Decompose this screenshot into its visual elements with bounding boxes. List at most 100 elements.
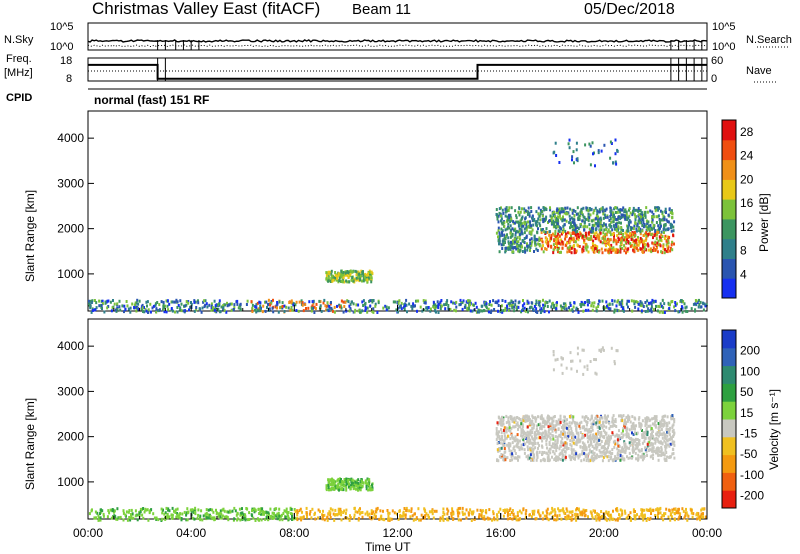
velocity-echo-cell	[660, 418, 663, 422]
power-echo-cell	[589, 144, 592, 148]
velocity-echo-cell	[671, 417, 674, 421]
velocity-echo-cell	[226, 510, 229, 514]
power-echo-cell	[630, 233, 633, 237]
velocity-echo-cell	[254, 519, 257, 522]
velocity-echo-cell	[317, 516, 319, 520]
velocity-echo-cell	[554, 428, 557, 432]
velocity-echo-cell	[442, 511, 445, 514]
velocity-echo-cell	[587, 452, 590, 456]
velocity-echo-cell	[632, 433, 635, 436]
velocity-echo-cell	[577, 433, 580, 437]
velocity-echo-cell	[546, 517, 549, 521]
power-echo-cell	[568, 214, 571, 218]
velocity-echo-cell	[646, 454, 648, 457]
power-echo-cell	[581, 236, 584, 240]
power-echo-cell	[521, 304, 524, 308]
velocity-echo-cell	[287, 511, 290, 514]
power-echo-cell	[599, 224, 602, 228]
velocity-echo-cell	[457, 518, 460, 522]
power-echo-cell	[556, 225, 559, 229]
power-echo-cell	[338, 276, 341, 280]
power-echo-cell	[655, 237, 658, 241]
velocity-echo-cell	[517, 445, 520, 449]
velocity-echo-cell	[118, 516, 121, 520]
velocity-echo-cell	[620, 436, 623, 440]
power-echo-cell	[637, 219, 640, 223]
velocity-echo-cell	[560, 425, 563, 429]
velocity-echo-cell	[655, 433, 658, 437]
velocity-echo-cell	[248, 511, 251, 515]
velocity-echo-cell	[659, 422, 662, 426]
velocity-echo-cell	[521, 430, 524, 434]
velocity-echo-cell	[360, 479, 363, 483]
velocity-echo-cell	[233, 517, 236, 521]
velocity-echo-cell	[359, 511, 362, 515]
power-echo-cell	[587, 231, 590, 235]
velocity-echo-cell	[625, 428, 628, 432]
velocity-echo-cell	[368, 488, 371, 491]
power-echo-cell	[611, 302, 614, 306]
velocity-echo-cell	[645, 417, 648, 421]
power-echo-cell	[537, 217, 540, 221]
velocity-echo-cell	[566, 418, 568, 422]
power-echo-cell	[138, 299, 141, 303]
power-echo-cell	[609, 217, 612, 221]
velocity-echo-cell	[174, 508, 177, 512]
power-echo-cell	[519, 221, 522, 225]
power-echo-cell	[495, 213, 498, 216]
power-echo-cell	[504, 207, 507, 211]
power-echo-cell	[609, 214, 612, 218]
velocity-echo-cell	[529, 421, 531, 425]
velocity-echo-cell	[619, 451, 622, 455]
power-echo-cell	[630, 228, 632, 232]
power-echo-cell	[668, 235, 671, 239]
power-echo-cell	[328, 305, 331, 308]
power-echo-cell	[398, 305, 401, 309]
power-echo-cell	[289, 308, 292, 312]
velocity-echo-cell	[238, 507, 241, 511]
velocity-echo-cell	[273, 513, 276, 517]
power-echo-cell	[437, 302, 440, 306]
velocity-echo-cell	[644, 417, 647, 421]
power-echo-cell	[626, 248, 629, 252]
power-echo-cell	[485, 306, 488, 310]
velocity-echo-cell	[528, 423, 531, 427]
power-echo-cell	[637, 248, 640, 252]
velocity-echo-cell	[452, 517, 455, 521]
velocity-echo-cell	[553, 452, 556, 456]
velocity-echo-cell	[370, 509, 373, 513]
velocity-echo-cell	[631, 441, 634, 445]
velocity-echo-cell	[589, 418, 592, 422]
power-echo-cell	[657, 224, 660, 228]
power-echo-cell	[551, 221, 553, 225]
velocity-echo-cell	[530, 458, 532, 462]
power-echo-cell	[660, 233, 663, 237]
power-echo-cell	[667, 213, 670, 217]
power-echo-cell	[333, 278, 336, 282]
power-echo-cell	[573, 251, 576, 255]
velocity-echo-cell	[551, 455, 553, 459]
velocity-echo-cell	[559, 414, 562, 418]
velocity-echo-cell	[146, 508, 149, 512]
velocity-echo-cell	[522, 419, 525, 423]
velocity-echo-cell	[649, 424, 652, 428]
velocity-echo-cell	[564, 445, 567, 449]
power-echo-cell	[168, 302, 171, 306]
velocity-echo-cell	[553, 426, 556, 430]
velocity-echo-cell	[220, 516, 223, 520]
velocity-echo-cell	[220, 512, 223, 516]
power-echo-cell	[588, 301, 591, 304]
velocity-echo-cell	[554, 510, 557, 514]
velocity-echo-cell	[629, 420, 632, 424]
velocity-echo-cell	[483, 515, 486, 519]
velocity-echo-cell	[627, 414, 630, 418]
velocity-echo-cell	[611, 416, 614, 420]
velocity-echo-cell	[375, 507, 378, 511]
velocity-echo-cell	[673, 420, 676, 424]
power-echo-cell	[283, 304, 286, 308]
power-echo-cell	[510, 303, 513, 307]
velocity-echo-cell	[581, 425, 584, 429]
velocity-echo-cell	[559, 458, 562, 461]
velocity-echo-cell	[661, 514, 664, 518]
power-echo-cell	[398, 299, 401, 303]
